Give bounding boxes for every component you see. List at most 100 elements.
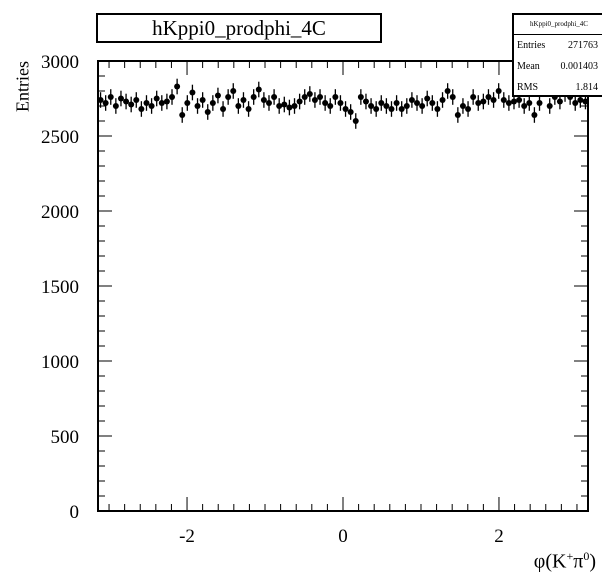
data-point xyxy=(158,100,165,106)
stats-rms-row: RMS 1.814 xyxy=(514,77,602,98)
data-point xyxy=(526,100,533,106)
y-axis-label: Entries xyxy=(12,61,33,112)
x-tick-label: -2 xyxy=(179,526,195,547)
stats-entries-row: Entries 271763 xyxy=(514,35,602,56)
data-point xyxy=(424,95,431,102)
data-point xyxy=(342,106,349,112)
data-point xyxy=(143,100,150,106)
data-point xyxy=(225,94,232,100)
x-axis-label-base: φ(K xyxy=(533,550,567,573)
data-point xyxy=(204,109,211,115)
data-point xyxy=(291,103,298,109)
data-point xyxy=(444,88,451,94)
stats-rms-label: RMS xyxy=(517,82,539,93)
data-point xyxy=(306,91,313,97)
data-point xyxy=(296,98,303,105)
histogram-title: hKppi0_prodphi_4C xyxy=(96,13,382,43)
data-point xyxy=(112,103,119,109)
data-point xyxy=(439,97,446,103)
stats-title: hKppi0_prodphi_4C xyxy=(514,15,602,35)
data-point xyxy=(368,103,375,109)
data-point xyxy=(373,106,380,112)
stats-mean-row: Mean 0.001403 xyxy=(514,56,602,77)
data-point xyxy=(582,98,589,105)
x-axis-label-mid: π xyxy=(573,550,584,573)
stats-mean-value: 0.001403 xyxy=(560,61,599,72)
stats-box: hKppi0_prodphi_4C Entries 271763 Mean 0.… xyxy=(512,13,602,97)
data-point xyxy=(429,100,436,106)
data-point xyxy=(260,97,267,103)
data-point xyxy=(311,97,318,103)
data-point xyxy=(235,103,242,109)
x-tick-label: 2 xyxy=(494,526,504,547)
data-point xyxy=(163,98,170,105)
x-axis-ticks: -2 0 2 xyxy=(108,61,578,547)
data-point xyxy=(317,94,324,100)
data-point xyxy=(123,98,130,105)
data-point xyxy=(194,103,201,109)
data-point xyxy=(556,98,563,105)
data-point xyxy=(209,100,216,106)
data-point xyxy=(470,94,477,100)
data-point xyxy=(133,97,140,103)
data-point xyxy=(189,89,196,96)
stats-rms-value: 1.814 xyxy=(575,82,599,93)
data-point xyxy=(480,98,487,105)
y-tick-label: 1500 xyxy=(41,277,79,298)
data-point xyxy=(577,97,584,103)
data-point xyxy=(572,100,579,106)
data-point xyxy=(362,98,369,105)
plot-frame xyxy=(97,60,589,512)
data-point xyxy=(240,97,247,103)
data-point xyxy=(220,106,227,112)
data-point xyxy=(138,106,145,112)
data-point xyxy=(490,97,497,103)
data-point xyxy=(184,100,191,106)
data-point xyxy=(500,97,507,103)
data-point xyxy=(301,94,308,100)
data-point xyxy=(536,100,543,106)
data-point xyxy=(286,104,293,111)
data-point xyxy=(322,100,329,106)
data-point xyxy=(383,103,390,109)
x-axis-label-sup1: + xyxy=(566,549,574,563)
data-point xyxy=(485,94,492,100)
data-point xyxy=(531,112,538,118)
data-point xyxy=(505,100,512,106)
data-point xyxy=(337,100,344,106)
data-point xyxy=(327,103,334,109)
data-point xyxy=(419,103,426,109)
data-point xyxy=(516,97,523,103)
data-point xyxy=(352,118,359,124)
data-point xyxy=(117,95,124,102)
data-point xyxy=(510,98,517,105)
data-point xyxy=(347,109,354,115)
x-axis-label-sup2: 0 xyxy=(583,549,590,563)
data-point xyxy=(388,106,395,112)
data-point xyxy=(357,94,364,100)
data-point xyxy=(255,86,262,93)
data-point xyxy=(398,106,405,112)
y-axis-ticks: 0 500 1000 1500 2000 2500 3000 xyxy=(41,52,588,523)
data-point xyxy=(179,112,186,118)
data-point xyxy=(199,97,206,103)
data-point xyxy=(393,100,400,106)
y-tick-label: 1000 xyxy=(41,352,79,373)
data-point xyxy=(408,97,415,103)
data-point xyxy=(521,103,528,109)
data-point xyxy=(495,88,502,94)
y-tick-label: 500 xyxy=(51,427,80,448)
data-point xyxy=(174,83,181,90)
y-tick-label: 2500 xyxy=(41,127,79,148)
y-tick-label: 0 xyxy=(70,502,80,523)
data-point xyxy=(546,103,553,109)
stats-mean-label: Mean xyxy=(517,61,540,72)
data-point xyxy=(107,94,114,100)
data-point xyxy=(281,101,288,108)
y-tick-label: 3000 xyxy=(41,52,79,73)
data-point xyxy=(378,100,385,106)
data-point xyxy=(265,100,272,106)
data-point xyxy=(332,94,339,100)
data-point xyxy=(153,95,160,102)
